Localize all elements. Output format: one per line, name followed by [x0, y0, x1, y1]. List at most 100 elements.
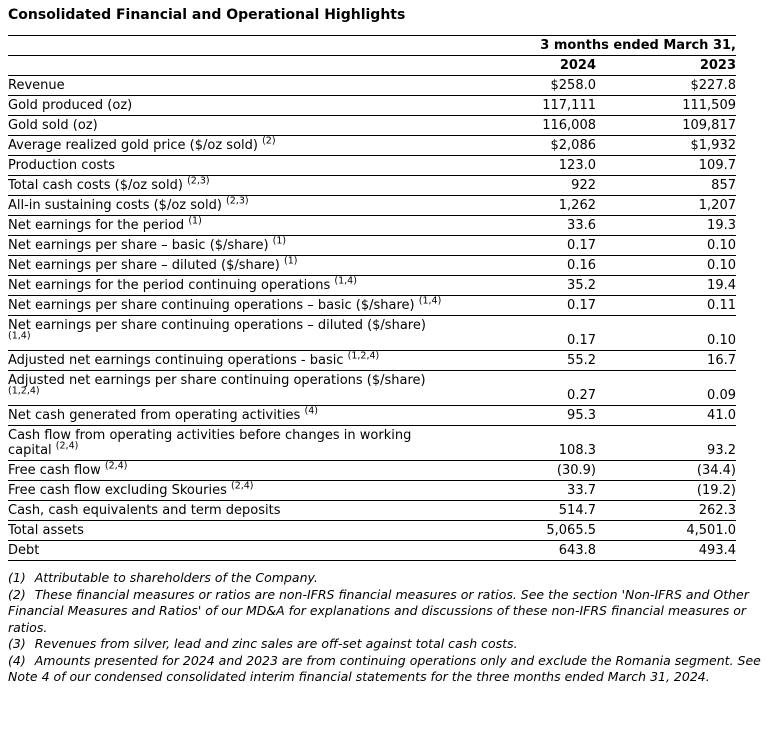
row-label-text: Gold produced (oz): [8, 98, 133, 113]
footnote-ref: (1,4): [418, 295, 442, 307]
table-body: Revenue $258.0 $227.8 Gold produced (oz) 117…: [8, 76, 736, 561]
table-row: Total cash costs ($/oz sold) (2,3) 922 857: [8, 176, 736, 196]
value-2023: $1,932: [690, 138, 737, 153]
row-label: Cash flow from operating activities befo…: [8, 428, 412, 458]
table-row: Net earnings per share – diluted ($/shar…: [8, 256, 736, 276]
row-label-text: Total assets: [8, 523, 84, 538]
value-2024: 116,008: [542, 118, 596, 133]
value-2024: 922: [571, 178, 596, 193]
footnote-ref: (1): [283, 255, 298, 267]
table-row: Total assets 5,065.5 4,501.0: [8, 521, 736, 541]
row-label: Total assets: [8, 521, 478, 541]
value-2024: 514.7: [558, 503, 596, 518]
page-title: Consolidated Financial and Operational H…: [8, 7, 406, 23]
table-row: Average realized gold price ($/oz sold) …: [8, 136, 736, 156]
row-label: Average realized gold price ($/oz sold) …: [8, 136, 478, 156]
row-label-text: Debt: [8, 543, 40, 558]
footnote-ref: (1): [272, 235, 287, 247]
row-label-text: Revenue: [8, 78, 65, 93]
year-header-row: 2024 2023: [8, 56, 736, 76]
value-2024: 123.0: [558, 158, 596, 173]
table-row: Gold sold (oz) 116,008 109,817: [8, 116, 736, 136]
footnote-ref: (2,3): [187, 175, 210, 187]
row-label: Free cash flow (2,4): [8, 461, 478, 481]
table-row: Cash, cash equivalents and term deposits…: [8, 501, 736, 521]
row-label-text: Cash flow from operating activities befo…: [8, 428, 412, 443]
row-label: Net earnings for the period (1): [8, 216, 478, 236]
value-2024: 95.3: [567, 408, 596, 423]
period-header: 3 months ended March 31,: [540, 38, 736, 53]
value-2024: $2,086: [550, 138, 597, 153]
value-2023: 262.3: [698, 503, 736, 518]
value-2023: 0.10: [707, 333, 736, 348]
value-2023: 0.10: [707, 258, 736, 273]
row-label: Adjusted net earnings continuing operati…: [8, 351, 478, 371]
row-label: Cash, cash equivalents and term deposits: [8, 501, 478, 521]
row-label-text: Net earnings for the period (1): [8, 215, 202, 233]
value-2023: 16.7: [707, 353, 736, 368]
footnote: (2) These financial measures or ratios ar…: [8, 587, 762, 637]
value-2024: 0.17: [567, 238, 596, 253]
row-label-text: Net earnings per share continuing operat…: [8, 318, 426, 333]
footnote-ref: (1,4): [334, 275, 357, 287]
row-label-text: All-in sustaining costs ($/oz sold) (2,3…: [8, 195, 249, 213]
row-label-text: Production costs: [8, 158, 116, 173]
row-label: Debt: [8, 541, 478, 561]
footnote-ref: (2,3): [226, 195, 249, 207]
footnote-text: Revenues from silver, lead and zinc sale…: [34, 636, 518, 651]
column-header-2024: 2024: [559, 58, 596, 73]
value-2023: 109,817: [682, 118, 736, 133]
financial-highlights-table: 3 months ended March 31, 2024 2023 Reven…: [8, 35, 736, 561]
footnote-number: (2): [8, 586, 26, 602]
footnote-ref: (1,4): [8, 330, 31, 342]
table-row: Gold produced (oz) 117,111 111,509: [8, 96, 736, 116]
row-label-text: Adjusted net earnings continuing operati…: [8, 350, 380, 368]
row-label-text: Free cash flow (2,4): [8, 460, 128, 478]
footnote-number: (4): [8, 652, 26, 668]
value-2023: $227.8: [690, 78, 737, 93]
table-row: Net earnings for the period (1) 33.6 19.3: [8, 216, 736, 236]
row-label: Net earnings per share – basic ($/share)…: [8, 236, 478, 256]
value-2024: 35.2: [567, 278, 596, 293]
table-row: Net earnings per share – basic ($/share)…: [8, 236, 736, 256]
table-row: Adjusted net earnings continuing operati…: [8, 351, 736, 371]
row-label-text: Net earnings per share – diluted ($/shar…: [8, 255, 298, 273]
value-2024: 0.16: [567, 258, 596, 273]
table-row: Free cash flow (2,4) (30.9) (34.4): [8, 461, 736, 481]
footnote-ref: (2,4): [55, 440, 79, 452]
table-row: Net cash generated from operating activi…: [8, 406, 736, 426]
footnote-ref: (1,2,4): [347, 350, 380, 362]
row-label: Net earnings per share continuing operat…: [8, 316, 478, 351]
row-label: Free cash flow excluding Skouries (2,4): [8, 481, 478, 501]
table-row: All-in sustaining costs ($/oz sold) (2,3…: [8, 196, 736, 216]
footnote: (4) Amounts presented for 2024 and 2023 a…: [8, 653, 762, 686]
table-row: Debt 643.8 493.4: [8, 541, 736, 561]
value-2024: (30.9): [556, 463, 596, 478]
footnote: (3) Revenues from silver, lead and zinc s…: [8, 636, 762, 653]
value-2023: (34.4): [696, 463, 736, 478]
row-label: Production costs: [8, 156, 478, 176]
row-label: Net earnings per share – diluted ($/shar…: [8, 256, 478, 276]
table-row: Revenue $258.0 $227.8: [8, 76, 736, 96]
value-2024: 0.17: [567, 298, 596, 313]
value-2023: 111,509: [682, 98, 736, 113]
value-2024: $258.0: [550, 78, 597, 93]
footnote-ref: (2,4): [104, 460, 128, 472]
value-2023: 0.09: [707, 388, 736, 403]
footnote-ref: (1,2,4): [8, 385, 40, 397]
value-2023: 19.3: [707, 218, 736, 233]
value-2024: 117,111: [542, 98, 596, 113]
value-2024: 33.7: [567, 483, 596, 498]
row-label: Gold produced (oz): [8, 96, 478, 116]
table-row: Production costs 123.0 109.7: [8, 156, 736, 176]
row-label-text: Cash, cash equivalents and term deposits: [8, 503, 281, 518]
value-2023: 1,207: [698, 198, 736, 213]
footnote-ref: (2): [262, 135, 276, 147]
footnote: (1) Attributable to shareholders of the C…: [8, 570, 762, 587]
row-label: Net earnings per share continuing operat…: [8, 296, 478, 316]
footnote-number: (1): [8, 570, 26, 585]
value-2023: 4,501.0: [686, 523, 736, 538]
row-label-text: Total cash costs ($/oz sold) (2,3): [8, 175, 210, 193]
period-header-row: 3 months ended March 31,: [8, 36, 736, 56]
row-label-text: Average realized gold price ($/oz sold) …: [8, 135, 276, 153]
